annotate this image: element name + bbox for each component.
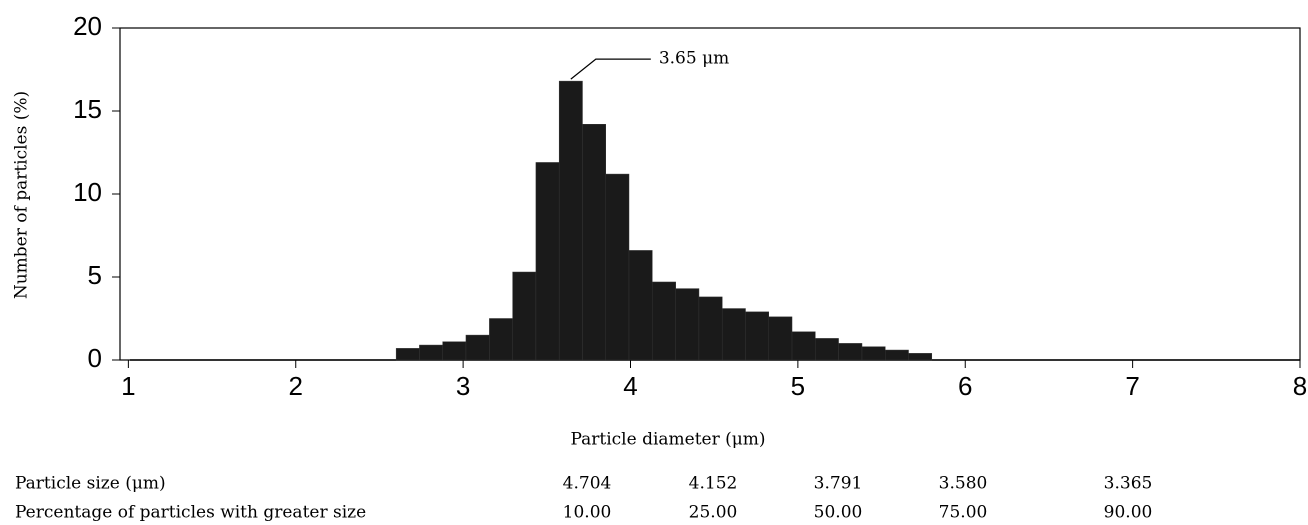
bar	[815, 338, 839, 361]
x-tick-label: 2	[289, 371, 303, 401]
bar	[721, 308, 746, 361]
x-axis-title: Particle diameter (μm)	[570, 430, 765, 450]
table-cell: 10.00	[563, 503, 612, 523]
y-tick-label: 20	[73, 11, 102, 41]
bar	[791, 331, 816, 361]
y-axis-title: Number of particles (%)	[12, 91, 32, 299]
bar	[698, 296, 723, 361]
bar	[465, 334, 490, 361]
y-tick-label: 15	[73, 94, 102, 124]
bar	[489, 318, 513, 361]
bar	[442, 341, 467, 361]
table-cell: 90.00	[1104, 503, 1153, 523]
annotation-leader	[570, 58, 651, 80]
bar	[512, 271, 537, 361]
bar	[395, 348, 420, 361]
bar	[558, 80, 583, 361]
bar	[884, 349, 909, 361]
x-tick-label: 4	[623, 371, 637, 401]
bar	[628, 250, 653, 361]
table-cell: 4.152	[689, 474, 738, 494]
x-tick-label: 8	[1293, 371, 1307, 401]
bar	[908, 353, 933, 361]
table-cell: 4.704	[563, 474, 612, 494]
bar	[419, 344, 443, 361]
x-tick-label: 6	[958, 371, 972, 401]
bar	[605, 173, 630, 361]
y-tick-label: 5	[88, 260, 102, 290]
table-cell: 3.365	[1104, 474, 1153, 494]
table-cell: 75.00	[939, 503, 988, 523]
bar	[652, 281, 676, 361]
x-tick-label: 7	[1125, 371, 1139, 401]
x-tick-label: 3	[456, 371, 470, 401]
bar	[838, 343, 863, 361]
bar	[768, 316, 793, 361]
bar	[582, 124, 606, 361]
table-row-label: Percentage of particles with greater siz…	[15, 503, 366, 523]
table-cell: 25.00	[689, 503, 738, 523]
bar	[535, 162, 560, 361]
y-tick-label: 10	[73, 177, 102, 207]
y-tick-label: 0	[88, 343, 102, 373]
bar	[745, 311, 769, 361]
table-cell: 3.580	[939, 474, 988, 494]
annotation: 3.65 μm	[659, 49, 729, 69]
table-cell: 3.791	[814, 474, 863, 494]
bar	[861, 346, 886, 361]
table-row-label: Particle size (μm)	[15, 474, 166, 494]
bar	[675, 288, 700, 361]
x-tick-label: 5	[791, 371, 805, 401]
table-cell: 50.00	[814, 503, 863, 523]
x-tick-label: 1	[121, 371, 135, 401]
